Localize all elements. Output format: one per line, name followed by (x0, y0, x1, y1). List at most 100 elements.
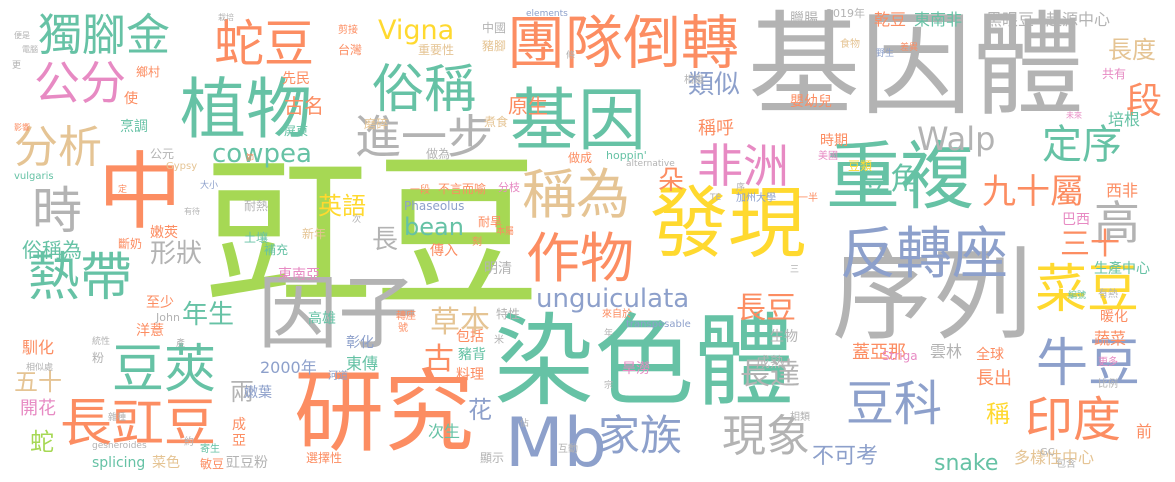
word: 熱帶 (28, 248, 133, 308)
word: 稱呼 (698, 118, 734, 139)
word: Vigna (378, 15, 455, 46)
word: 料理 (456, 367, 484, 383)
word: 先民 (282, 71, 310, 87)
word: 食物 (840, 39, 860, 50)
word: 相類 (790, 412, 810, 423)
word: 發現 (650, 179, 807, 269)
word: snake (934, 451, 999, 476)
word: 長出 (976, 368, 1012, 389)
word: 敏豆 (200, 457, 225, 471)
word: transposable (626, 319, 691, 330)
word: 豇豆粉 (226, 455, 268, 471)
word: 年 (604, 329, 614, 339)
word: 東南亞 (278, 267, 320, 283)
word: 馴化 (22, 338, 55, 357)
word: 選擇性 (306, 451, 343, 465)
word: bean (404, 213, 464, 241)
word: 俗稱為 (22, 238, 82, 262)
word: 公分 (34, 56, 126, 110)
word: 長豆 (736, 291, 796, 326)
word: 公元 (150, 147, 175, 161)
word: 朵 (658, 166, 685, 196)
word: 豆莢 (112, 340, 217, 400)
word: 差異 (900, 43, 919, 53)
word: 菜豆 (1035, 260, 1140, 320)
word: 包括 (456, 329, 484, 345)
word: 生物 (770, 329, 798, 345)
word: 高 (1094, 196, 1140, 250)
word: Striga (882, 349, 918, 363)
word: 屏東 (284, 124, 309, 138)
word: 古名 (284, 94, 324, 118)
word: 一段 (410, 185, 430, 196)
word: 巴西 (1062, 212, 1090, 228)
word: 年生 (182, 300, 235, 330)
word: 進一步 (355, 110, 493, 164)
word: 鄉村 (136, 65, 161, 79)
word: 稱 (986, 400, 1010, 428)
word: 相繼 (684, 75, 704, 86)
word: 大小 (200, 181, 219, 191)
word: 草本 (430, 305, 490, 340)
word: 不可考 (812, 444, 879, 469)
word: 培根 (1108, 110, 1141, 129)
word: splicing (92, 455, 146, 471)
word: 蛇 (30, 428, 54, 456)
word: 互動 (558, 444, 578, 455)
word: 河道 (328, 371, 348, 382)
word: 中國 (482, 21, 507, 35)
word: 特性 (496, 307, 521, 321)
word: 古 (424, 342, 454, 377)
word: 定 (118, 185, 128, 195)
word: 基因體 (748, 1, 1084, 131)
word: 臘腸 (790, 11, 818, 27)
word: 更 (12, 61, 22, 71)
word: 產 (176, 339, 186, 349)
word: 非洲 (697, 139, 789, 193)
word: 重複 (826, 134, 974, 220)
word: 長豇豆 (60, 394, 217, 454)
word: 剪接 (338, 25, 358, 36)
word: 現象 (722, 411, 810, 462)
word: 包含 (1056, 459, 1076, 470)
word: 成熟 (756, 355, 784, 371)
word: 統性 (92, 337, 111, 347)
word: 加州大學 (736, 193, 776, 204)
word: 獨腳金 (38, 10, 170, 61)
word: 生產中心 (1094, 261, 1150, 277)
word: hoppin' (606, 149, 647, 162)
word: 基因 (510, 82, 647, 161)
word: 時期 (820, 133, 848, 149)
word: 野生 (876, 49, 895, 59)
word: 豬背 (458, 347, 486, 363)
word: 研究 (294, 360, 474, 465)
word: 序列 (832, 237, 1032, 354)
word: 前 (1136, 422, 1153, 441)
word: 顯示 (480, 451, 505, 465)
word: 雜種 (108, 413, 127, 423)
word: 時 (32, 182, 82, 240)
word: 新年 (302, 227, 327, 241)
word: 次生 (428, 422, 461, 441)
word: 栽培 (218, 13, 234, 22)
word: 條 (566, 51, 576, 61)
word: 來自於 (602, 309, 632, 320)
word: Walp (917, 120, 996, 158)
word: 2000年 (260, 358, 317, 377)
word: 豆角 (860, 162, 920, 197)
word: 至少 (146, 295, 174, 311)
word: 做成 (568, 151, 593, 165)
word: 類似 (688, 70, 741, 100)
word: 長度 (1108, 36, 1156, 64)
word: 耐熱 (244, 199, 269, 213)
word: Mb (505, 404, 607, 482)
word: 節 (246, 153, 254, 162)
word: 本屬 (496, 227, 515, 237)
word: 作物 (526, 227, 634, 290)
word: 補充 (264, 243, 289, 257)
word: 全球 (976, 347, 1004, 363)
word: 印度 (1025, 392, 1122, 448)
word: 植物 (180, 71, 312, 148)
word: 團隊倒轉 (507, 9, 740, 77)
word: 原生 (508, 94, 548, 118)
